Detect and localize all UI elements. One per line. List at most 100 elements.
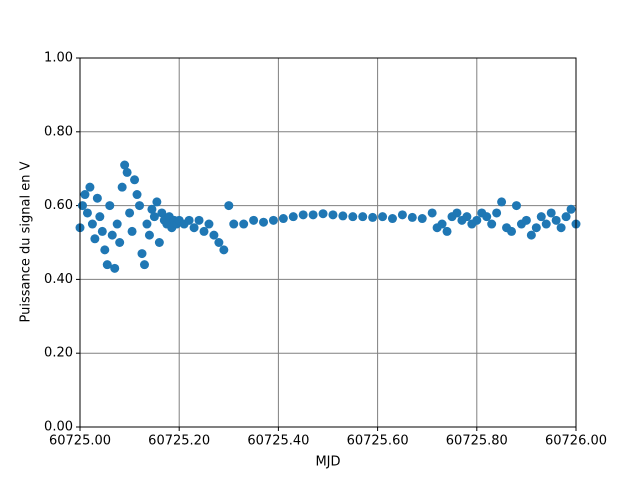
point bbox=[122, 167, 132, 177]
point bbox=[298, 210, 308, 220]
point bbox=[318, 209, 328, 219]
point bbox=[536, 212, 546, 222]
x-axis-label: MJD bbox=[315, 455, 340, 470]
point bbox=[556, 223, 566, 233]
point bbox=[427, 208, 437, 218]
y-axis-label: Puissance du signal en V bbox=[19, 161, 34, 322]
point bbox=[112, 219, 122, 229]
point bbox=[135, 201, 145, 211]
point bbox=[80, 190, 90, 200]
point bbox=[92, 193, 102, 203]
point bbox=[97, 226, 107, 236]
point bbox=[194, 215, 204, 225]
point bbox=[417, 214, 427, 224]
point bbox=[531, 223, 541, 233]
point bbox=[147, 204, 157, 214]
point bbox=[462, 212, 472, 222]
point bbox=[328, 210, 338, 220]
point bbox=[77, 201, 87, 211]
point bbox=[259, 217, 269, 227]
point bbox=[154, 238, 164, 247]
x-tick-label: 60725.20 bbox=[148, 434, 210, 449]
y-tick-label: 1.00 bbox=[44, 51, 73, 66]
point bbox=[184, 215, 194, 225]
point bbox=[132, 190, 142, 200]
point bbox=[87, 219, 97, 229]
point bbox=[278, 214, 288, 224]
point bbox=[338, 211, 348, 221]
point bbox=[110, 263, 120, 273]
point bbox=[358, 212, 368, 222]
x-tick-label: 60725.60 bbox=[347, 434, 409, 449]
point bbox=[130, 175, 140, 185]
point bbox=[378, 212, 388, 222]
point bbox=[492, 208, 502, 218]
y-tick-label: 0.60 bbox=[44, 198, 73, 213]
point bbox=[139, 260, 149, 270]
point bbox=[204, 219, 214, 229]
y-tick-label: 0.40 bbox=[44, 272, 73, 287]
point bbox=[437, 219, 447, 229]
point bbox=[102, 260, 112, 270]
point bbox=[214, 238, 224, 247]
point bbox=[407, 212, 417, 222]
point bbox=[107, 230, 117, 240]
point bbox=[144, 230, 154, 240]
point bbox=[115, 238, 125, 247]
x-tick-label: 60725.40 bbox=[247, 434, 309, 449]
point bbox=[95, 212, 105, 222]
point bbox=[157, 208, 167, 218]
point bbox=[82, 208, 92, 218]
point bbox=[482, 212, 492, 222]
point bbox=[199, 226, 209, 236]
point bbox=[551, 215, 561, 225]
point bbox=[348, 212, 358, 222]
point bbox=[90, 234, 100, 244]
point bbox=[452, 208, 462, 218]
point bbox=[288, 212, 298, 222]
point bbox=[308, 210, 318, 220]
y-tick-label: 0.80 bbox=[44, 124, 73, 139]
point bbox=[521, 215, 531, 225]
point bbox=[487, 219, 497, 229]
point bbox=[219, 245, 229, 255]
point bbox=[249, 215, 259, 225]
point bbox=[442, 226, 452, 236]
point bbox=[137, 249, 147, 259]
point bbox=[100, 245, 110, 255]
point bbox=[125, 208, 135, 218]
point bbox=[224, 201, 234, 211]
point bbox=[152, 197, 162, 207]
point bbox=[105, 201, 115, 211]
point bbox=[149, 212, 159, 222]
point bbox=[229, 219, 239, 229]
point bbox=[387, 214, 397, 224]
point bbox=[566, 204, 576, 214]
point bbox=[497, 197, 507, 207]
point bbox=[142, 219, 152, 229]
plot-frame bbox=[79, 57, 577, 428]
point bbox=[268, 215, 278, 225]
point bbox=[472, 215, 482, 225]
y-tick-label: 0.20 bbox=[44, 346, 73, 361]
point bbox=[368, 212, 378, 222]
point bbox=[85, 182, 95, 192]
point bbox=[209, 230, 219, 240]
point bbox=[541, 219, 551, 229]
point bbox=[546, 208, 556, 218]
y-tick-label: 0.00 bbox=[44, 420, 73, 435]
point bbox=[189, 223, 199, 233]
point bbox=[127, 226, 137, 236]
point bbox=[511, 201, 521, 211]
point bbox=[561, 212, 571, 222]
x-tick-label: 60725.80 bbox=[446, 434, 508, 449]
point bbox=[526, 230, 536, 240]
point bbox=[117, 182, 127, 192]
point bbox=[120, 160, 130, 170]
x-tick-label: 60726.00 bbox=[545, 434, 607, 449]
x-tick-label: 60725.00 bbox=[49, 434, 111, 449]
point bbox=[239, 219, 249, 229]
point bbox=[397, 210, 407, 220]
point bbox=[507, 226, 517, 236]
